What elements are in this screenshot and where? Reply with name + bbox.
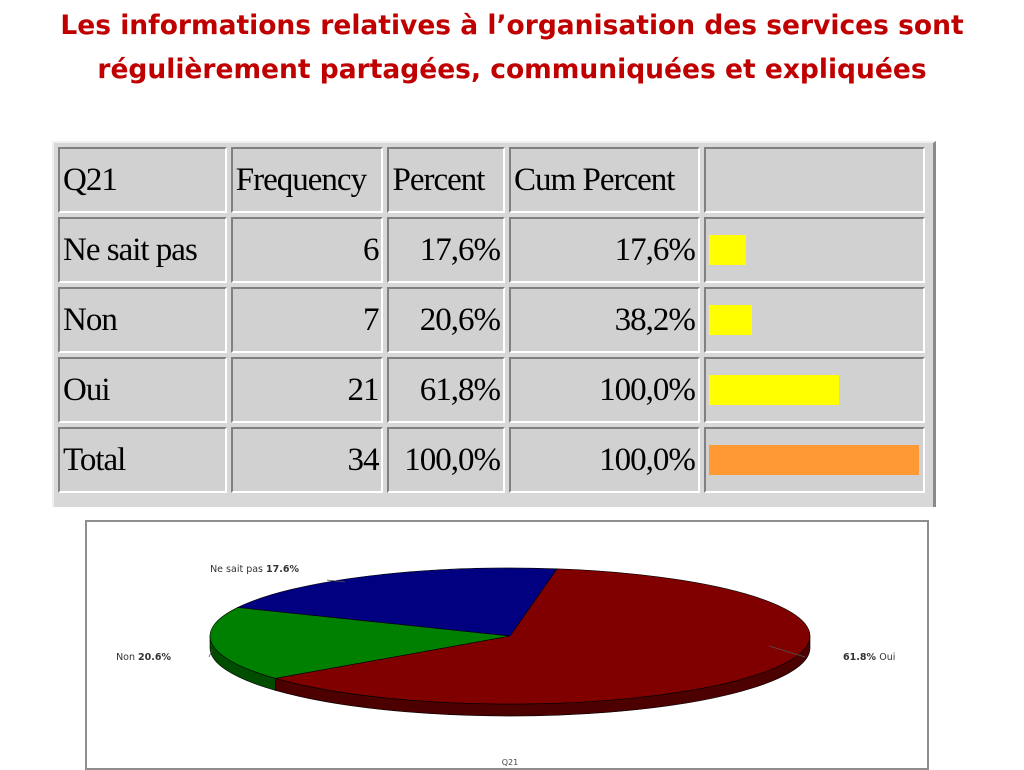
table-header-row: Q21 Frequency Percent Cum Percent: [58, 147, 925, 213]
row-frequency: 34: [230, 427, 384, 493]
row-cum-percent: 100,0%: [509, 357, 700, 423]
row-label: Total: [58, 427, 227, 493]
percent-bar: [708, 235, 746, 265]
pie-label-oui: 61.8% Oui: [843, 652, 895, 663]
percent-bar: [708, 305, 752, 335]
row-label: Non: [58, 287, 227, 353]
pie-chart: Ne sait pas 17.6% Non 20.6% 61.8% Oui Q21: [116, 564, 895, 767]
row-cum-percent: 100,0%: [509, 427, 700, 493]
percent-bar: [708, 375, 839, 405]
table-row: Non 7 20,6% 38,2%: [58, 287, 925, 353]
row-bar-cell: [703, 357, 925, 423]
pie-slice-ne-sait-pas: [209, 607, 511, 679]
header-cum-percent: Cum Percent: [509, 147, 700, 213]
row-bar-cell: [703, 217, 925, 283]
row-label: Oui: [58, 357, 227, 423]
row-frequency: 7: [230, 287, 384, 353]
table-row: Ne sait pas 6 17,6% 17,6%: [58, 217, 925, 283]
row-percent: 17,6%: [387, 217, 506, 283]
pie-label-non: Non 20.6%: [116, 652, 171, 663]
header-q21: Q21: [58, 147, 227, 213]
pie-slice-oui: [275, 568, 811, 705]
pie-chart-title: Q21: [502, 758, 518, 767]
frequency-table: Q21 Frequency Percent Cum Percent Ne sai…: [52, 141, 936, 507]
leader-line: [208, 649, 213, 658]
row-frequency: 6: [230, 217, 384, 283]
header-frequency: Frequency: [230, 147, 384, 213]
leader-line: [769, 645, 806, 658]
row-frequency: 21: [230, 357, 384, 423]
header-bar: [703, 147, 925, 213]
header-percent: Percent: [387, 147, 506, 213]
table-row-total: Total 34 100,0% 100,0%: [58, 427, 925, 493]
row-label: Ne sait pas: [58, 217, 227, 283]
row-cum-percent: 17,6%: [509, 217, 700, 283]
table-row: Oui 21 61,8% 100,0%: [58, 357, 925, 423]
page-title: Les informations relatives à l’organisat…: [60, 10, 964, 85]
percent-bar: [708, 445, 919, 475]
leader-line: [326, 579, 346, 583]
row-bar-cell: [703, 287, 925, 353]
row-percent: 100,0%: [387, 427, 506, 493]
row-percent: 61,8%: [387, 357, 506, 423]
row-percent: 20,6%: [387, 287, 506, 353]
row-bar-cell: [703, 427, 925, 493]
pie-label-ne-sait-pas: Ne sait pas 17.6%: [210, 564, 299, 575]
row-cum-percent: 38,2%: [509, 287, 700, 353]
pie-chart-panel: Ne sait pas 17.6% Non 20.6% 61.8% Oui Q21: [85, 520, 929, 770]
pie-slice-non: [236, 567, 558, 637]
